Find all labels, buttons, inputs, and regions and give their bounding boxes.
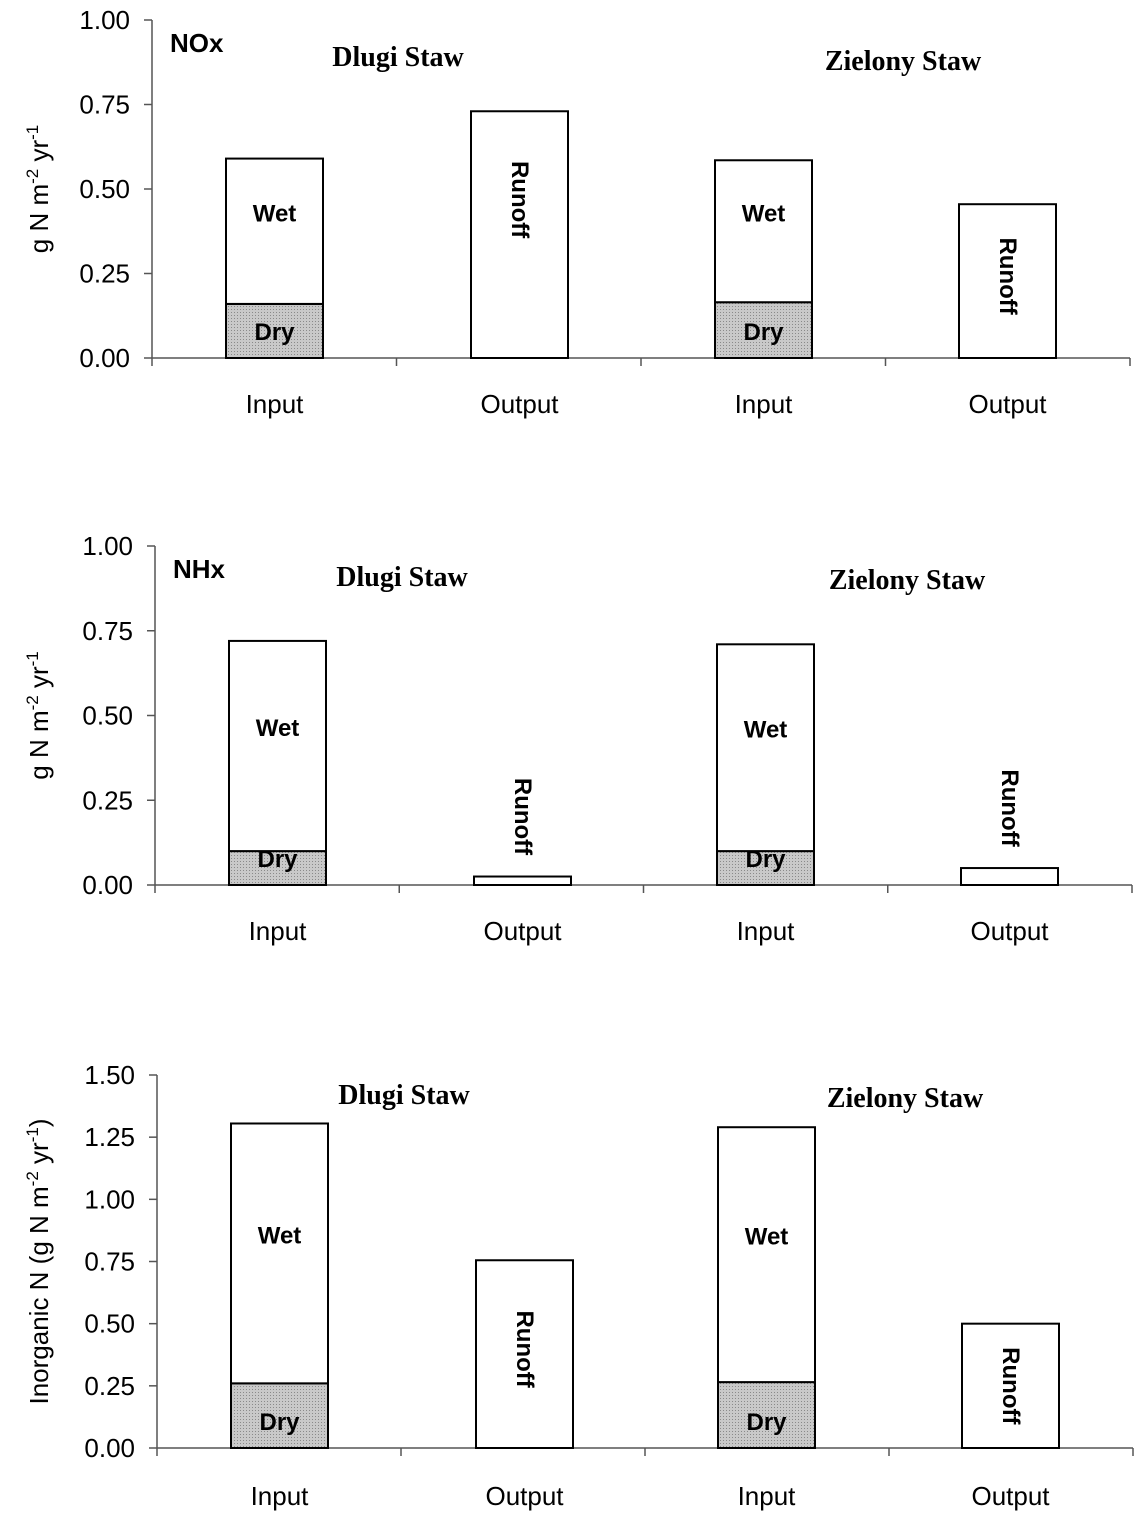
x-category-label: Output — [968, 389, 1047, 419]
y-tick-label: 1.00 — [84, 1184, 135, 1214]
bar-segment-label: Dry — [254, 319, 295, 346]
site-label: Dlugi Staw — [332, 42, 464, 73]
y-tick-label: 0.50 — [79, 174, 130, 204]
panel-label: NOx — [170, 28, 224, 58]
site-label: Zielony Staw — [829, 565, 986, 596]
chart-panel-2: 0.00 0.25 0.50 0.75 1.00 g N m-2 yr-1 NHx Dlugi… — [23, 531, 1133, 946]
bar-runoff-segment — [960, 867, 1059, 886]
bar-wet-segment — [716, 643, 815, 853]
bar-segment-label: Wet — [253, 200, 297, 227]
y-tick-label: 0.00 — [79, 343, 130, 373]
bar-segment-label: Dry — [743, 319, 784, 346]
y-tick-label: 0.25 — [82, 785, 133, 815]
y-tick-label: 1.25 — [84, 1122, 135, 1152]
site-label: Zielony Staw — [825, 46, 982, 77]
y-tick-label: 0.50 — [84, 1309, 135, 1339]
site-label: Dlugi Staw — [336, 562, 468, 593]
x-category-label: Input — [251, 1481, 310, 1511]
x-category-label: Output — [480, 389, 559, 419]
x-category-label: Output — [971, 1481, 1050, 1511]
bar-wet-segment — [714, 159, 813, 304]
x-category-label: Input — [735, 389, 794, 419]
bar-wet-segment — [717, 1126, 816, 1384]
bar-dry-segment — [225, 302, 324, 360]
bar-segment-label: Runoff — [511, 1310, 538, 1388]
y-tick-label: 0.00 — [84, 1433, 135, 1463]
bar-runoff-segment — [473, 875, 572, 887]
x-category-label: Input — [246, 389, 305, 419]
bar-segment-label: Wet — [258, 1222, 302, 1249]
x-category-label: Input — [249, 916, 308, 946]
site-label: Dlugi Staw — [338, 1080, 470, 1111]
y-tick-label: 0.75 — [82, 616, 133, 646]
y-tick-label: 0.00 — [82, 870, 133, 900]
bar-dry-segment — [717, 1381, 816, 1450]
bar-segment-label: Dry — [259, 1409, 300, 1436]
y-tick-label: 0.50 — [82, 701, 133, 731]
bar-segment-label: Wet — [256, 715, 300, 742]
y-tick-label: 1.00 — [79, 5, 130, 35]
y-axis-label: Inorganic N (g N m-2 yr-1) — [23, 1119, 54, 1405]
x-category-label: Output — [483, 916, 562, 946]
bar-runoff-segment — [470, 110, 569, 360]
bar-segment-label: Runoff — [506, 161, 533, 239]
bar-runoff-segment — [961, 1322, 1060, 1449]
y-tick-label: 0.75 — [79, 90, 130, 120]
chart-panel-1: 0.00 0.25 0.50 0.75 1.00 g N m-2 yr-1 NOx Dlugi… — [23, 5, 1131, 419]
bar-segment-label: Runoff — [996, 769, 1023, 847]
y-tick-label: 0.75 — [84, 1247, 135, 1277]
y-tick-label: 0.25 — [84, 1371, 135, 1401]
bar-segment-label: Runoff — [509, 778, 536, 856]
chart-panel-3: 0.00 0.25 0.50 0.75 1.00 1.25 1.50 Inorganic N … — [23, 1060, 1134, 1511]
bar-dry-segment — [716, 850, 815, 886]
bar-segment-label: Runoff — [997, 1347, 1024, 1425]
x-category-label: Input — [738, 1481, 797, 1511]
bar-segment-label: Dry — [746, 1409, 787, 1436]
bar-wet-segment — [228, 639, 327, 853]
bar-segment-label: Wet — [744, 717, 788, 744]
x-category-label: Output — [970, 916, 1049, 946]
y-axis-label: g N m-2 yr-1 — [23, 125, 54, 253]
bar-segment-label: Wet — [742, 200, 786, 227]
y-tick-label: 0.25 — [79, 259, 130, 289]
bar-dry-segment — [230, 1382, 329, 1450]
x-category-label: Input — [737, 916, 796, 946]
y-tick-label: 1.50 — [84, 1060, 135, 1090]
bar-segment-label: Runoff — [994, 237, 1021, 315]
bar-wet-segment — [225, 157, 324, 305]
y-tick-label: 1.00 — [82, 531, 133, 561]
bar-runoff-segment — [475, 1259, 574, 1450]
panel-label: NHx — [173, 554, 226, 584]
y-axis-label: g N m-2 yr-1 — [23, 651, 54, 779]
site-label: Zielony Staw — [827, 1083, 984, 1114]
bar-runoff-segment — [958, 203, 1057, 359]
x-category-label: Output — [485, 1481, 564, 1511]
bar-wet-segment — [230, 1122, 329, 1385]
bar-segment-label: Wet — [745, 1224, 789, 1251]
